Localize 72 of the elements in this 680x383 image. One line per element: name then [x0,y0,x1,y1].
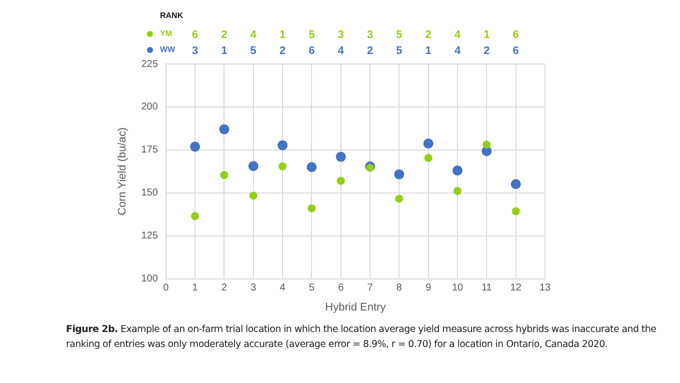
x-axis-title: Hybrid Entry [325,301,386,314]
x-tick-label: 6 [338,282,344,294]
x-tick-label: 12 [510,282,522,294]
text: 4 [454,45,462,58]
x-tick-label: 0 [163,282,170,294]
text: 3 [366,29,374,42]
text: 2 [425,29,432,42]
point [278,140,288,150]
point [395,194,404,203]
legend-title: RANK [160,11,184,20]
point [191,212,200,220]
text: 1 [484,29,490,42]
text: 3 [338,29,344,42]
x-tick-label: 11 [481,282,492,294]
y-tick-label: 125 [141,230,158,242]
text: 6 [192,29,198,42]
point [452,166,463,176]
point [366,164,374,172]
x-tick-label: 2 [221,282,228,294]
point [278,162,287,170]
legend-label: WW [160,45,176,54]
text: 2 [484,45,490,58]
point [482,140,491,149]
y-axis-title: Corn Yield (bu/ac) [116,127,129,216]
point [336,176,345,185]
x-tick-label: 13 [539,282,551,294]
text: 2 [366,45,374,58]
x-tick-label: 4 [280,282,286,294]
text: 3 [192,45,198,58]
x-tick-label: 9 [426,282,432,294]
point [220,171,228,180]
text: 4 [454,29,462,42]
y-tick-label: 175 [141,144,158,156]
point [512,207,520,216]
text: 5 [308,29,315,42]
text: 4 [250,29,258,42]
x-tick-label: 10 [452,282,464,294]
point [219,124,230,134]
text: 5 [396,29,402,42]
text: 5 [250,45,256,58]
text: 1 [425,45,432,58]
text: 4 [338,45,345,58]
point [423,138,434,149]
x-tick-label: 1 [192,282,198,294]
text: 2 [279,45,286,58]
text: 2 [221,29,228,42]
y-tick-label: 100 [141,274,158,285]
text: 5 [396,45,402,58]
point [308,204,316,212]
x-tick-label: 7 [367,282,374,294]
text: 6 [308,45,315,58]
y-tick-label: 225 [141,58,158,70]
x-tick-label: 5 [308,282,315,294]
text: 6 [512,45,519,58]
text: 1 [279,29,286,42]
y-tick-label: 150 [141,188,158,199]
x-tick-label: 3 [250,282,257,294]
caption: Figure 2b. Example of an on-farm trial location in which the location average yield measure across hybrids was inaccurate and the ranking of entries was only moderately accurate (average error = 8.9%, r = 0.70) for a location in Ontario, Canada 2020. [66,323,658,352]
point [336,152,346,162]
y-tick-label: 200 [141,102,158,113]
x-tick-label: 8 [396,282,402,294]
point [454,186,462,195]
point [510,179,521,190]
legend-label: YM [160,29,172,38]
point [306,162,317,172]
point [394,169,404,180]
point [190,142,200,152]
point [424,154,432,162]
point [248,161,258,172]
text: 6 [512,29,519,42]
point [249,192,258,200]
text: 1 [221,45,228,58]
